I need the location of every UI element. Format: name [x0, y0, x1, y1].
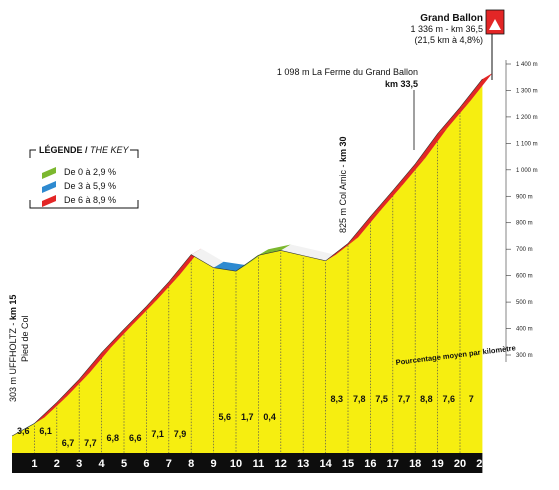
summit-name: Grand Ballon	[420, 13, 483, 24]
km-axis: 1 2 3 4 5 6 7 8 9 10 11 12 13 14 15 16 17 18 19 20 21	[12, 453, 489, 473]
km-tick-label: 12	[275, 458, 287, 470]
ferme-km: km 33,5	[385, 79, 418, 89]
summit-stats: (21,5 km à 4,8%)	[414, 35, 483, 45]
km-tick-label: 21	[476, 458, 488, 470]
km-tick-label: 5	[121, 458, 127, 470]
gradient-label: 7,7	[84, 438, 97, 448]
gradient-label: 1,7	[241, 412, 254, 422]
altitude-tick-label: 600 m	[516, 274, 533, 280]
km-tick-label: 9	[211, 458, 217, 470]
profile-area	[12, 79, 483, 453]
km-tick-label: 16	[364, 458, 376, 470]
gradient-label: 0,4	[263, 412, 276, 422]
profile-segment-7	[146, 275, 179, 307]
km-tick-label: 3	[76, 458, 82, 470]
km-tick-label: 2	[54, 458, 60, 470]
gradient-label: 7,5	[375, 394, 388, 404]
profile-segment-16	[348, 210, 381, 244]
altitude-tick-label: 800 m	[516, 221, 533, 227]
altitude-tick-label: 1 400 m	[516, 62, 538, 68]
km-tick-label: 4	[99, 458, 106, 470]
summit-altitude: 1 336 m - km 36,5	[410, 24, 483, 34]
km-tick-label: 13	[297, 458, 309, 470]
legend-label: De 0 à 2,9 %	[64, 167, 116, 177]
km-axis-band	[12, 453, 483, 473]
gradient-label: 5,6	[219, 412, 232, 422]
profile-segment-13	[280, 244, 314, 256]
profile-segment-2	[34, 396, 67, 424]
start-sublabel: Pied de Col	[20, 315, 30, 362]
altitude-tick-label: 1 200 m	[516, 115, 538, 121]
km-tick-label: 19	[431, 458, 443, 470]
km-tick-label: 17	[387, 458, 399, 470]
km-tick-label: 11	[253, 458, 265, 470]
profile-segment-3	[56, 373, 90, 403]
profile-segment-17	[370, 184, 403, 217]
profile-segment-18	[392, 158, 426, 191]
profile-segment-9	[191, 248, 224, 268]
altitude-tick-label: 900 m	[516, 194, 533, 200]
km-tick-label: 20	[454, 458, 466, 470]
gradient-label: 7,7	[398, 394, 411, 404]
profile-segment-6	[124, 300, 157, 330]
ferme-label: 1 098 m La Ferme du Grand Ballon	[277, 67, 418, 77]
altitude-tick-label: 1 100 m	[516, 141, 538, 147]
profile-segment-21	[460, 73, 493, 108]
km-tick-label: 10	[230, 458, 242, 470]
km-tick-label: 8	[188, 458, 194, 470]
gradient-label: 8,3	[331, 394, 344, 404]
profile-segment-8	[168, 248, 202, 282]
km-tick-label: 6	[143, 458, 149, 470]
gradient-label: 7,1	[151, 429, 164, 439]
gradient-label: 7,8	[353, 394, 366, 404]
altitude-tick-label: 700 m	[516, 247, 533, 253]
altitude-axis: 1 400 m 1 300 m 1 200 m 1 100 m 1 000 m 900 m…	[505, 60, 538, 362]
legend: LÉGENDE / THE KEY De 0 à 2,9 % De 3 à 5,9…	[29, 145, 139, 209]
profile-segment-19	[415, 127, 448, 165]
gradient-label: 6,6	[129, 433, 142, 443]
altitude-tick-label: 500 m	[516, 300, 533, 306]
altitude-tick-label: 300 m	[516, 353, 533, 359]
altitude-tick-label: 400 m	[516, 327, 533, 333]
legend-label: De 3 à 5,9 %	[64, 181, 116, 191]
gradient-label: 8,8	[420, 394, 433, 404]
profile-segment-15	[325, 237, 358, 261]
profile-segment-5	[101, 323, 134, 353]
legend-label: De 6 à 8,9 %	[64, 195, 116, 205]
profile-edge-line	[11, 78, 483, 437]
km-tick-label: 18	[409, 458, 421, 470]
profile-segment-12	[258, 244, 291, 256]
gradient-label: 3,6	[17, 426, 30, 436]
km-tick-label: 1	[31, 458, 37, 470]
legend-items: De 0 à 2,9 % De 3 à 5,9 % De 6 à 8,9 %	[42, 167, 116, 207]
altitude-tick-label: 1 000 m	[516, 168, 538, 174]
gradient-label: 7	[469, 394, 474, 404]
col-amic-label: 825 m Col Amic - km 30	[338, 136, 348, 233]
altitude-tick-label: 1 300 m	[516, 88, 538, 94]
gradient-label: 6,8	[107, 433, 120, 443]
gradient-label: 6,1	[39, 426, 52, 436]
gradient-label: 7,9	[174, 429, 187, 439]
legend-swatch	[42, 181, 56, 193]
legend-title: LÉGENDE / THE KEY	[39, 145, 130, 155]
km-gridlines	[34, 109, 461, 453]
profile-top-edge	[11, 73, 493, 437]
profile-fill-layer	[12, 79, 483, 453]
km-tick-label: 7	[166, 458, 172, 470]
profile-segment-14	[303, 249, 336, 261]
start-label: 303 m UFFHOLTZ - km 15	[8, 295, 18, 402]
km-tick-label: 14	[319, 458, 332, 470]
gradient-label: 7,6	[443, 394, 456, 404]
gradient-labels: 3,6 6,1 6,7 7,7 6,8 6,6 7,1 7,9 5,6 1,7 0,4 8,3 7,8 7…	[17, 394, 474, 448]
profile-segment-20	[437, 101, 470, 134]
profile-segment-4	[79, 346, 112, 380]
km-tick-label: 15	[342, 458, 354, 470]
legend-swatch	[42, 167, 56, 179]
legend-swatch	[42, 195, 56, 207]
summit-flag-icon	[485, 9, 505, 80]
gradient-label: 6,7	[62, 438, 75, 448]
